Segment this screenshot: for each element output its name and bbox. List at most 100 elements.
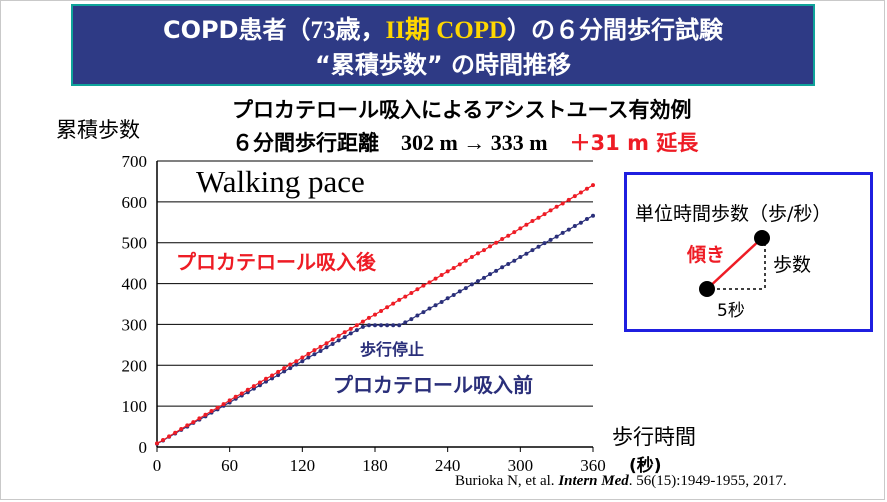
data-point [494, 268, 499, 273]
data-point [475, 279, 480, 284]
subtitle-distance-values: 302 m → 333 m [400, 130, 548, 155]
data-point [282, 369, 287, 374]
data-point [457, 289, 462, 294]
data-point [475, 251, 480, 256]
data-point [312, 348, 317, 353]
citation-journal: Intern Med [558, 473, 629, 489]
data-point [554, 204, 559, 209]
data-point [566, 197, 571, 202]
data-point [451, 293, 456, 298]
y-tick-label: 500 [122, 234, 148, 253]
data-point [330, 337, 335, 342]
x-tick-label: 180 [362, 456, 388, 475]
data-point [530, 248, 535, 253]
data-point [457, 262, 462, 267]
citation-authors: Burioka N, et al. [455, 473, 559, 489]
data-point [463, 258, 468, 263]
x-tick-label: 300 [508, 456, 534, 475]
data-point [530, 219, 535, 224]
y-axis-label: 累積歩数 [56, 118, 140, 142]
citation: Burioka N, et al. Intern Med. 56(15):194… [455, 473, 787, 490]
data-point [578, 220, 583, 225]
y-tick-label: 200 [122, 356, 148, 375]
data-point [276, 373, 281, 378]
data-point [524, 222, 529, 227]
data-point [572, 223, 577, 228]
data-point [312, 352, 317, 357]
data-point [591, 213, 595, 218]
data-point [215, 405, 220, 410]
chart-title: Walking pace [196, 164, 365, 199]
title-prefix: COPD患者（ [162, 16, 311, 44]
data-point [542, 241, 547, 246]
data-point [155, 441, 159, 446]
data-point [288, 362, 293, 367]
data-point [245, 387, 250, 392]
data-point [469, 255, 474, 260]
data-point [233, 394, 238, 399]
x-tick-label: 120 [290, 456, 316, 475]
chart-axes [156, 161, 594, 452]
x-axis-label: 歩行時間 [612, 425, 696, 449]
data-point [494, 240, 499, 245]
time-label: 5秒 [717, 301, 745, 321]
slide-title-line2: “累積歩数” の時間推移 [315, 51, 571, 79]
data-point [360, 319, 365, 324]
annotation-walking-stop: 歩行停止 [360, 340, 424, 359]
data-point [257, 383, 262, 388]
subtitle-distance-label: ６分間歩行距離 [232, 131, 379, 155]
legend-before: プロカテロール吸入前 [333, 373, 533, 397]
data-point [584, 217, 589, 222]
y-tick-label: 600 [122, 193, 148, 212]
data-point [336, 333, 341, 338]
data-point [482, 248, 486, 253]
data-point [264, 379, 268, 384]
data-point [324, 345, 329, 350]
data-point [403, 320, 408, 325]
data-point [209, 409, 214, 414]
title-age: 73歳， [310, 17, 386, 44]
data-point [185, 423, 190, 428]
data-point [439, 299, 444, 304]
data-point [173, 430, 178, 435]
y-tick-label: 100 [122, 397, 148, 416]
data-point [306, 355, 311, 360]
data-point [397, 297, 402, 302]
start-point [699, 281, 715, 297]
data-point [482, 275, 486, 280]
chart-series [155, 183, 595, 446]
slide-title-box: COPD患者（73歳，II期 COPD）の６分間歩行試験 “累積歩数” の時間推… [71, 4, 815, 86]
data-point [512, 258, 517, 263]
data-point [421, 310, 426, 315]
data-point [560, 230, 565, 235]
data-point [578, 190, 583, 195]
data-point [330, 342, 335, 347]
data-point [433, 303, 438, 308]
data-point [288, 366, 293, 371]
data-point [518, 226, 523, 231]
data-point [264, 376, 268, 381]
data-point [348, 331, 353, 336]
data-point [300, 359, 305, 364]
data-point [572, 194, 577, 199]
data-point [433, 276, 438, 281]
data-point [488, 272, 493, 277]
subtitle-distance-gain: ＋31 m 延長 [569, 131, 699, 155]
data-point [439, 272, 444, 277]
data-point [294, 362, 299, 367]
steps-label: 歩数 [773, 254, 811, 276]
data-point [403, 294, 408, 299]
data-point [397, 323, 402, 328]
series-0 [155, 183, 595, 446]
data-point [373, 312, 377, 317]
data-point [294, 359, 299, 364]
y-tick-label: 400 [122, 275, 148, 294]
data-point [536, 215, 541, 220]
data-point [488, 244, 493, 249]
title-suffix: ）の６分間歩行試験 [507, 16, 724, 44]
chart-grid [157, 160, 593, 407]
data-point [391, 323, 396, 328]
data-point [270, 373, 275, 378]
x-tick-label: 360 [580, 456, 606, 475]
data-point [306, 351, 311, 356]
